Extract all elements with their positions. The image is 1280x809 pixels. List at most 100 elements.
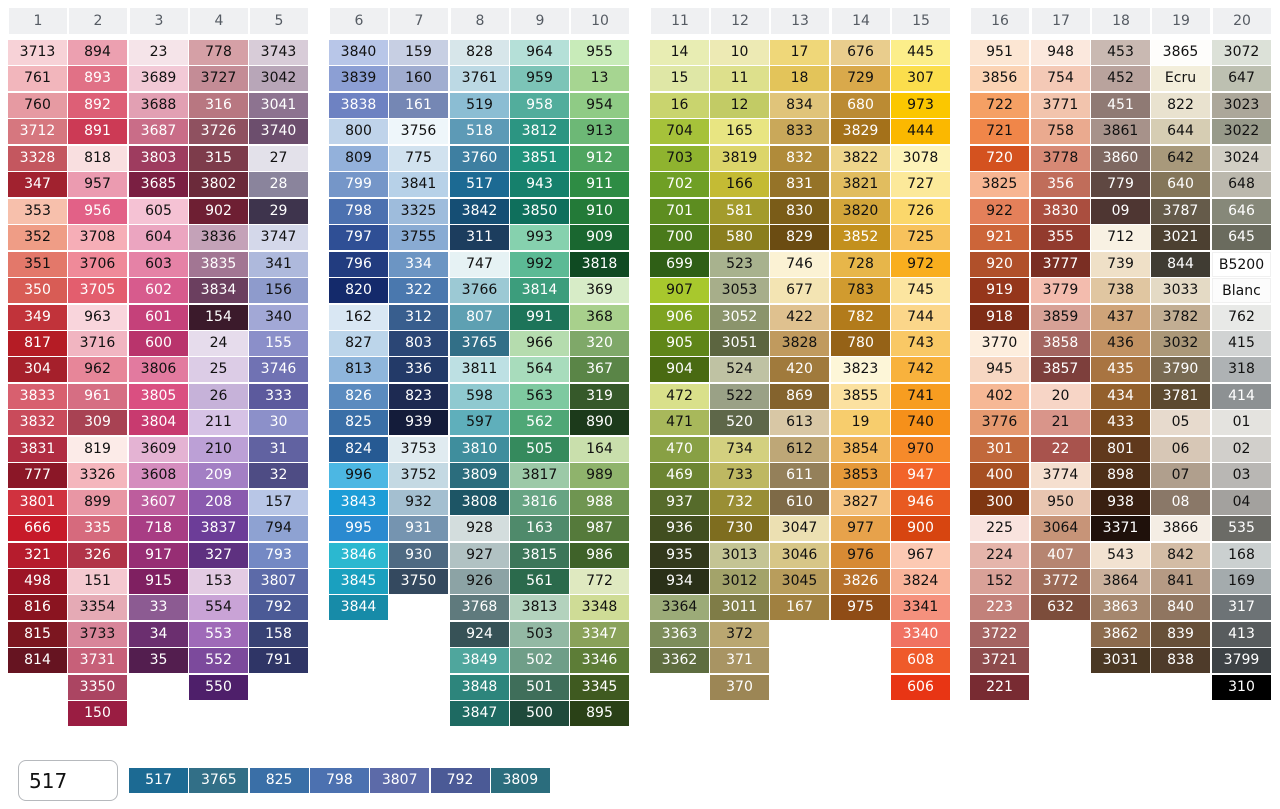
- swatch-742[interactable]: 742: [891, 357, 950, 383]
- swatch-3776[interactable]: 3776: [970, 410, 1029, 436]
- swatch-813[interactable]: 813: [329, 357, 388, 383]
- swatch-3818[interactable]: 3818: [570, 251, 629, 277]
- swatch-948[interactable]: 948: [1031, 40, 1090, 65]
- swatch-610[interactable]: 610: [770, 489, 829, 515]
- swatch-3802[interactable]: 3802: [189, 172, 248, 198]
- swatch-3047[interactable]: 3047: [770, 516, 829, 542]
- swatch-909[interactable]: 909: [570, 225, 629, 251]
- swatch-777[interactable]: 777: [8, 463, 67, 489]
- swatch-165[interactable]: 165: [710, 119, 769, 145]
- swatch-164[interactable]: 164: [570, 436, 629, 462]
- swatch-904[interactable]: 904: [650, 357, 709, 383]
- swatch-3835[interactable]: 3835: [189, 251, 248, 277]
- swatch-956[interactable]: 956: [68, 198, 127, 224]
- swatch-ecru[interactable]: Ecru: [1151, 66, 1210, 92]
- swatch-3033[interactable]: 3033: [1151, 278, 1210, 304]
- swatch-3053[interactable]: 3053: [710, 278, 769, 304]
- swatch-471[interactable]: 471: [650, 410, 709, 436]
- swatch-922[interactable]: 922: [970, 198, 1029, 224]
- swatch-972[interactable]: 972: [891, 251, 950, 277]
- swatch-644[interactable]: 644: [1151, 119, 1210, 145]
- swatch-3608[interactable]: 3608: [129, 463, 188, 489]
- swatch-550[interactable]: 550: [189, 674, 248, 700]
- swatch-3853[interactable]: 3853: [831, 463, 890, 489]
- swatch-898[interactable]: 898: [1091, 463, 1150, 489]
- swatch-472[interactable]: 472: [650, 383, 709, 409]
- swatch-911[interactable]: 911: [570, 172, 629, 198]
- swatch-552[interactable]: 552: [189, 648, 248, 674]
- swatch-605[interactable]: 605: [129, 198, 188, 224]
- swatch-927[interactable]: 927: [450, 542, 509, 568]
- swatch-160[interactable]: 160: [389, 66, 448, 92]
- swatch-156[interactable]: 156: [249, 278, 308, 304]
- swatch-23[interactable]: 23: [129, 40, 188, 65]
- swatch-153[interactable]: 153: [189, 569, 248, 594]
- swatch-3777[interactable]: 3777: [1031, 251, 1090, 277]
- swatch-720[interactable]: 720: [970, 145, 1029, 171]
- swatch-718[interactable]: 718: [129, 516, 188, 542]
- swatch-210[interactable]: 210: [189, 436, 248, 462]
- swatch-353[interactable]: 353: [8, 198, 67, 224]
- swatch-3857[interactable]: 3857: [1031, 357, 1090, 383]
- match-swatch-3765[interactable]: 3765: [189, 768, 249, 793]
- swatch-828[interactable]: 828: [450, 40, 509, 65]
- swatch-597[interactable]: 597: [450, 410, 509, 436]
- swatch-926[interactable]: 926: [450, 569, 509, 594]
- swatch-304[interactable]: 304: [8, 357, 67, 383]
- swatch-791[interactable]: 791: [249, 648, 308, 674]
- swatch-825[interactable]: 825: [329, 410, 388, 436]
- swatch-20[interactable]: 20: [1031, 383, 1090, 409]
- swatch-162[interactable]: 162: [329, 304, 388, 330]
- swatch-793[interactable]: 793: [249, 542, 308, 568]
- swatch-945[interactable]: 945: [970, 357, 1029, 383]
- swatch-320[interactable]: 320: [570, 330, 629, 356]
- swatch-601[interactable]: 601: [129, 304, 188, 330]
- swatch-833[interactable]: 833: [770, 119, 829, 145]
- swatch-3846[interactable]: 3846: [329, 542, 388, 568]
- swatch-3815[interactable]: 3815: [510, 542, 569, 568]
- swatch-340[interactable]: 340: [249, 304, 308, 330]
- swatch-12[interactable]: 12: [710, 92, 769, 118]
- swatch-3362[interactable]: 3362: [650, 648, 709, 674]
- swatch-3341[interactable]: 3341: [891, 595, 950, 621]
- swatch-371[interactable]: 371: [710, 648, 769, 674]
- swatch-311[interactable]: 311: [450, 225, 509, 251]
- swatch-3765[interactable]: 3765: [450, 330, 509, 356]
- swatch-3828[interactable]: 3828: [770, 330, 829, 356]
- swatch-3790[interactable]: 3790: [1151, 357, 1210, 383]
- swatch-470[interactable]: 470: [650, 436, 709, 462]
- swatch-726[interactable]: 726: [891, 198, 950, 224]
- swatch-35[interactable]: 35: [129, 648, 188, 674]
- swatch-915[interactable]: 915: [129, 569, 188, 594]
- swatch-3823[interactable]: 3823: [831, 357, 890, 383]
- swatch-939[interactable]: 939: [389, 410, 448, 436]
- swatch-30[interactable]: 30: [249, 410, 308, 436]
- swatch-27[interactable]: 27: [249, 145, 308, 171]
- swatch-3858[interactable]: 3858: [1031, 330, 1090, 356]
- swatch-814[interactable]: 814: [8, 648, 67, 674]
- swatch-603[interactable]: 603: [129, 251, 188, 277]
- swatch-704[interactable]: 704: [650, 119, 709, 145]
- swatch-936[interactable]: 936: [650, 516, 709, 542]
- swatch-964[interactable]: 964: [510, 40, 569, 65]
- swatch-962[interactable]: 962: [68, 357, 127, 383]
- swatch-3833[interactable]: 3833: [8, 383, 67, 409]
- swatch-564[interactable]: 564: [510, 357, 569, 383]
- swatch-3022[interactable]: 3022: [1212, 119, 1271, 145]
- swatch-3787[interactable]: 3787: [1151, 198, 1210, 224]
- swatch-747[interactable]: 747: [450, 251, 509, 277]
- swatch-831[interactable]: 831: [770, 172, 829, 198]
- swatch-642[interactable]: 642: [1151, 145, 1210, 171]
- swatch-3848[interactable]: 3848: [450, 674, 509, 700]
- swatch-413[interactable]: 413: [1212, 621, 1271, 647]
- swatch-3826[interactable]: 3826: [831, 569, 890, 594]
- swatch-957[interactable]: 957: [68, 172, 127, 198]
- swatch-3354[interactable]: 3354: [68, 595, 127, 621]
- swatch-14[interactable]: 14: [650, 40, 709, 65]
- swatch-3865[interactable]: 3865: [1151, 40, 1210, 65]
- swatch-734[interactable]: 734: [710, 436, 769, 462]
- swatch-931[interactable]: 931: [389, 516, 448, 542]
- swatch-3746[interactable]: 3746: [249, 357, 308, 383]
- swatch-326[interactable]: 326: [68, 542, 127, 568]
- swatch-725[interactable]: 725: [891, 225, 950, 251]
